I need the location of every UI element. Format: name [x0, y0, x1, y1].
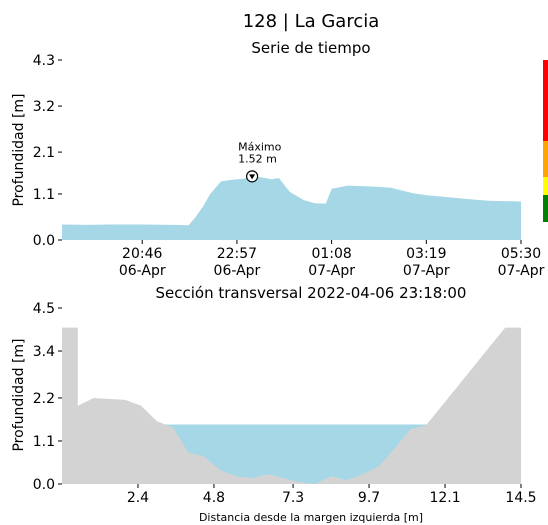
alert-level-segment — [543, 195, 548, 222]
x-tick-date: 06-Apr — [119, 263, 166, 279]
chart-title: Sección transversal 2022-04-06 23:18:00 — [156, 284, 467, 302]
y-tick-label: 0.0 — [33, 477, 55, 493]
x-tick-date: 07-Apr — [308, 263, 355, 279]
x-tick-date: 07-Apr — [498, 263, 545, 279]
alert-level-segment — [543, 141, 548, 177]
y-tick-label: 2.2 — [33, 391, 55, 407]
time-series-chart: Serie de tiempo 0.01.12.13.24.3 20:4606-… — [11, 39, 548, 279]
alert-level-bar — [543, 60, 548, 222]
y-tick-label: 3.4 — [33, 344, 55, 360]
x-axis: 20:4606-Apr22:5706-Apr01:0807-Apr03:1907… — [119, 240, 545, 279]
alert-level-segment — [543, 60, 548, 141]
alert-level-segment — [543, 177, 548, 195]
riverbed-area — [62, 327, 521, 484]
x-axis: 2.4 4.8 7.3 9.7 12.1 14.5 — [127, 484, 537, 506]
cross-section-chart: Sección transversal 2022-04-06 23:18:00 … — [11, 284, 537, 524]
y-tick-label: 3.2 — [33, 99, 55, 115]
max-marker-icon — [246, 170, 259, 183]
max-annotation-value: 1.52 m — [238, 152, 277, 165]
y-tick-label: 4.3 — [33, 53, 55, 69]
max-annotation: Máximo 1.52 m — [238, 140, 282, 183]
y-axis: 0.0 1.1 2.1 3.2 4.3 — [33, 53, 62, 249]
x-tick-label: 12.1 — [429, 490, 460, 506]
x-tick-label: 14.5 — [505, 490, 536, 506]
x-tick-label: 9.7 — [358, 490, 380, 506]
y-tick-label: 2.1 — [33, 145, 55, 161]
x-tick-label: 4.8 — [203, 490, 225, 506]
x-tick-time: 03:19 — [406, 246, 446, 262]
figure-title: 128 | La Garcia — [243, 11, 380, 32]
x-tick-date: 06-Apr — [214, 263, 261, 279]
x-tick-label: 2.4 — [127, 490, 149, 506]
x-tick-time: 22:57 — [217, 246, 257, 262]
x-tick-label: 7.3 — [282, 490, 304, 506]
x-axis-label: Distancia desde la margen izquierda [m] — [199, 511, 423, 524]
chart-title: Serie de tiempo — [251, 39, 370, 57]
y-axis-label: Profundidad [m] — [11, 338, 27, 451]
max-annotation-label: Máximo — [238, 140, 282, 153]
x-tick-time: 20:46 — [122, 246, 162, 262]
depth-series-area — [62, 176, 521, 240]
y-tick-label: 1.1 — [33, 434, 55, 450]
x-tick-time: 01:08 — [311, 246, 351, 262]
y-tick-label: 0.0 — [33, 233, 55, 249]
y-tick-label: 4.5 — [33, 301, 55, 317]
y-tick-label: 1.1 — [33, 187, 55, 203]
x-tick-time: 05:30 — [501, 246, 541, 262]
y-axis-label: Profundidad [m] — [11, 93, 27, 206]
y-axis: 0.0 1.1 2.2 3.4 4.5 — [33, 301, 62, 493]
x-tick-date: 07-Apr — [403, 263, 450, 279]
